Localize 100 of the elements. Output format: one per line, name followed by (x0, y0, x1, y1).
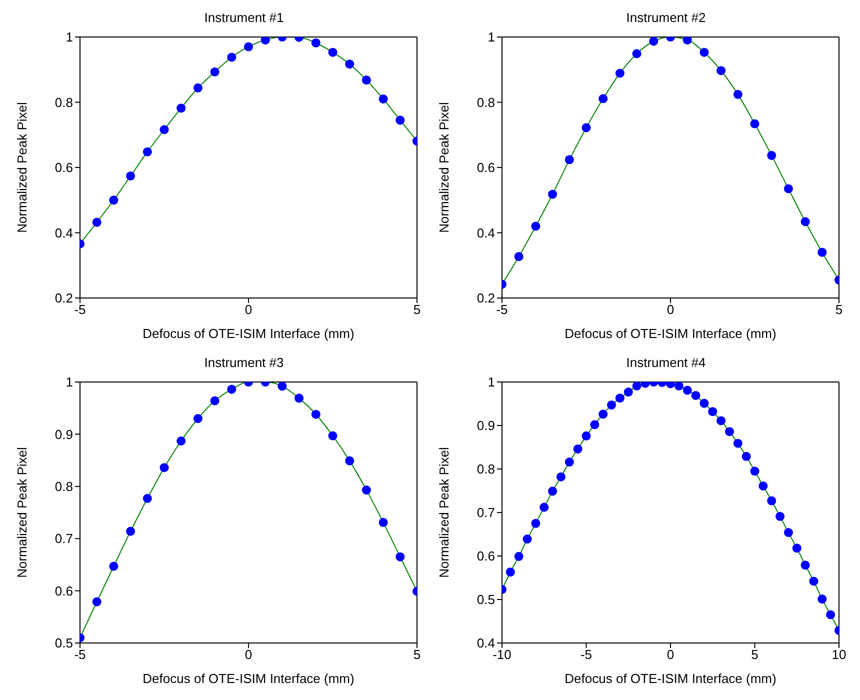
point (632, 49, 642, 58)
point (750, 466, 760, 476)
point (142, 494, 152, 503)
point (598, 410, 608, 419)
x-tick-label: 10 (832, 647, 846, 662)
point (109, 196, 118, 205)
point (109, 562, 118, 571)
x-tick-label: -5 (496, 302, 508, 318)
x-axis-title: Defocus of OTE-ISIM Interface (mm) (142, 326, 354, 341)
x-tick-label: 5 (413, 647, 421, 662)
point (598, 94, 608, 104)
point (311, 410, 320, 419)
point (160, 463, 169, 472)
x-tick-label: -5 (74, 647, 86, 662)
point (682, 386, 692, 395)
point (160, 125, 169, 134)
y-axis-title: Normalized Peak Pixel (436, 447, 452, 578)
point (328, 431, 338, 440)
point (506, 568, 515, 577)
point (742, 452, 751, 461)
y-tick-label: 0.4 (476, 636, 495, 651)
y-tick-label: 0.8 (54, 479, 73, 494)
point (700, 398, 709, 408)
chart-title: Instrument #1 (203, 10, 285, 25)
y-tick-label: 0.6 (476, 548, 495, 564)
y-tick-label: 0.5 (54, 636, 73, 651)
y-tick-label: 0.8 (476, 94, 495, 110)
point (92, 218, 102, 227)
point (176, 436, 186, 446)
y-tick-label: 0.6 (476, 160, 495, 176)
y-tick-label: 1 (488, 30, 495, 45)
point (278, 382, 287, 391)
point (716, 416, 726, 426)
y-tick-label: 0.2 (476, 290, 495, 306)
point (716, 66, 726, 76)
point (691, 390, 700, 400)
point (809, 576, 818, 586)
point (210, 396, 220, 406)
chart-title: Instrument #2 (625, 10, 707, 25)
point (514, 252, 524, 262)
point (733, 90, 742, 99)
point (210, 67, 220, 76)
point (724, 427, 734, 436)
point (564, 155, 574, 164)
y-tick-label: 0.7 (54, 531, 73, 546)
point (615, 68, 624, 78)
y-tick-label: 0.6 (54, 160, 73, 176)
point (311, 38, 320, 48)
point (733, 438, 742, 448)
x-tick-label: -5 (74, 302, 86, 318)
y-tick-label: 1 (488, 374, 495, 390)
point (378, 518, 388, 527)
point (649, 37, 658, 46)
point (784, 528, 793, 538)
point (573, 444, 582, 454)
point (362, 486, 371, 495)
point (792, 544, 802, 553)
point (362, 76, 371, 85)
point (767, 496, 776, 506)
x-tick-label: 5 (751, 647, 758, 662)
point (294, 394, 304, 403)
y-axis-title: Normalized Peak Pixel (14, 447, 30, 578)
point (548, 486, 558, 496)
point (674, 382, 684, 390)
point (776, 512, 785, 521)
x-axis-title: Defocus of OTE-ISIM Interface (mm) (564, 671, 776, 686)
y-axis-title: Normalized Peak Pixel (436, 102, 452, 233)
point (548, 190, 558, 199)
point (522, 534, 532, 544)
point (818, 248, 827, 257)
y-tick-label: 0.4 (476, 225, 495, 240)
point (193, 414, 202, 424)
y-tick-label: 0.4 (54, 225, 73, 240)
x-tick-label: 5 (413, 302, 421, 318)
point (590, 420, 600, 430)
point (758, 481, 768, 490)
point (126, 526, 136, 536)
x-tick-label: 0 (244, 302, 252, 318)
point (615, 394, 624, 403)
point (92, 597, 102, 606)
point (396, 116, 405, 125)
y-tick-label: 1 (66, 30, 73, 45)
chart-title: Instrument #4 (625, 355, 707, 370)
point (244, 42, 254, 52)
chart-title: Instrument #3 (203, 355, 285, 370)
point (607, 400, 616, 410)
point (540, 502, 549, 512)
y-tick-label: 0.8 (54, 94, 73, 110)
point (345, 60, 354, 69)
x-tick-label: 0 (244, 647, 252, 662)
point (531, 222, 540, 231)
point (826, 610, 836, 620)
point (582, 431, 591, 440)
point (800, 560, 810, 570)
x-tick-label: 0 (666, 302, 674, 318)
point (624, 388, 633, 397)
y-tick-label: 0.5 (476, 592, 495, 608)
y-tick-label: 0.9 (476, 418, 495, 434)
point (582, 123, 591, 132)
point (345, 456, 354, 466)
